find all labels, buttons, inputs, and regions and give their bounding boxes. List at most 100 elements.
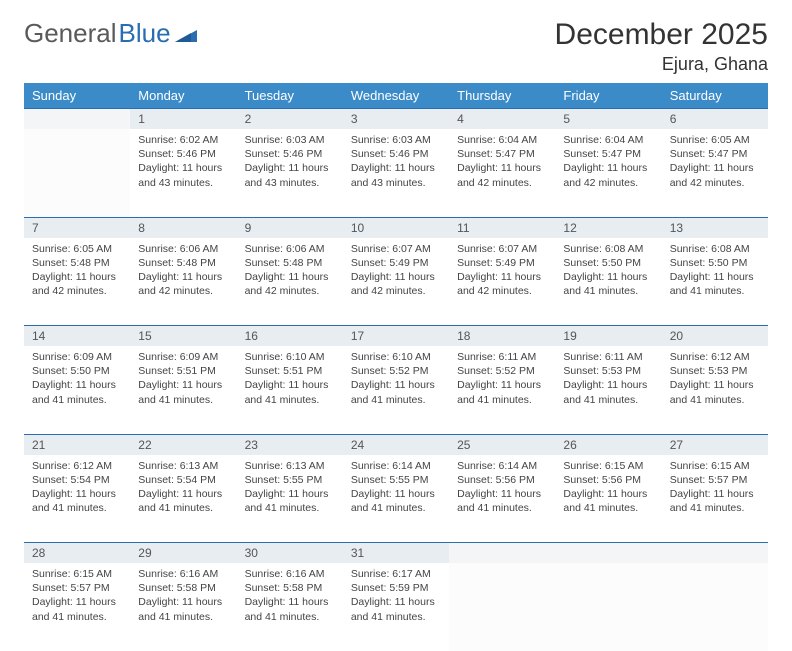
daylight-text: Daylight: 11 hours and 42 minutes. <box>457 161 547 189</box>
day-content-row: Sunrise: 6:12 AMSunset: 5:54 PMDaylight:… <box>24 455 768 543</box>
sunrise-text: Sunrise: 6:04 AM <box>457 133 547 147</box>
day-number-cell: 8 <box>130 217 236 238</box>
weekday-header: Sunday <box>24 83 130 109</box>
daylight-text: Daylight: 11 hours and 42 minutes. <box>351 270 441 298</box>
day-number-cell <box>662 543 768 564</box>
sunset-text: Sunset: 5:52 PM <box>351 364 441 378</box>
sunset-text: Sunset: 5:50 PM <box>670 256 760 270</box>
daylight-text: Daylight: 11 hours and 41 minutes. <box>670 487 760 515</box>
day-number-cell: 4 <box>449 109 555 130</box>
sunset-text: Sunset: 5:46 PM <box>138 147 228 161</box>
day-content-cell: Sunrise: 6:05 AMSunset: 5:48 PMDaylight:… <box>24 238 130 326</box>
day-number-cell: 26 <box>555 434 661 455</box>
sunrise-text: Sunrise: 6:10 AM <box>245 350 335 364</box>
sunset-text: Sunset: 5:57 PM <box>32 581 122 595</box>
sunrise-text: Sunrise: 6:15 AM <box>563 459 653 473</box>
sunset-text: Sunset: 5:59 PM <box>351 581 441 595</box>
day-number-cell: 2 <box>237 109 343 130</box>
day-content-cell: Sunrise: 6:14 AMSunset: 5:55 PMDaylight:… <box>343 455 449 543</box>
daylight-text: Daylight: 11 hours and 42 minutes. <box>138 270 228 298</box>
day-number-cell <box>449 543 555 564</box>
sunset-text: Sunset: 5:54 PM <box>32 473 122 487</box>
daylight-text: Daylight: 11 hours and 43 minutes. <box>245 161 335 189</box>
day-content-cell: Sunrise: 6:15 AMSunset: 5:57 PMDaylight:… <box>662 455 768 543</box>
day-content-cell: Sunrise: 6:14 AMSunset: 5:56 PMDaylight:… <box>449 455 555 543</box>
daylight-text: Daylight: 11 hours and 41 minutes. <box>32 595 122 623</box>
daylight-text: Daylight: 11 hours and 41 minutes. <box>32 378 122 406</box>
month-title: December 2025 <box>555 18 768 52</box>
day-content-cell: Sunrise: 6:10 AMSunset: 5:52 PMDaylight:… <box>343 346 449 434</box>
sunset-text: Sunset: 5:56 PM <box>563 473 653 487</box>
daylight-text: Daylight: 11 hours and 41 minutes. <box>138 487 228 515</box>
sunrise-text: Sunrise: 6:02 AM <box>138 133 228 147</box>
logo: General Blue <box>24 18 197 49</box>
day-number-cell: 11 <box>449 217 555 238</box>
day-number-cell: 3 <box>343 109 449 130</box>
day-content-cell: Sunrise: 6:15 AMSunset: 5:57 PMDaylight:… <box>24 563 130 651</box>
day-content-cell: Sunrise: 6:11 AMSunset: 5:53 PMDaylight:… <box>555 346 661 434</box>
sunset-text: Sunset: 5:48 PM <box>245 256 335 270</box>
daylight-text: Daylight: 11 hours and 41 minutes. <box>138 378 228 406</box>
daylight-text: Daylight: 11 hours and 41 minutes. <box>245 595 335 623</box>
sunrise-text: Sunrise: 6:13 AM <box>245 459 335 473</box>
sunset-text: Sunset: 5:48 PM <box>32 256 122 270</box>
day-content-row: Sunrise: 6:05 AMSunset: 5:48 PMDaylight:… <box>24 238 768 326</box>
logo-text-2: Blue <box>119 18 171 49</box>
day-content-cell: Sunrise: 6:16 AMSunset: 5:58 PMDaylight:… <box>130 563 236 651</box>
day-number-cell: 6 <box>662 109 768 130</box>
sunrise-text: Sunrise: 6:04 AM <box>563 133 653 147</box>
header: General Blue December 2025 Ejura, Ghana <box>24 18 768 75</box>
sunrise-text: Sunrise: 6:10 AM <box>351 350 441 364</box>
sunset-text: Sunset: 5:46 PM <box>351 147 441 161</box>
daylight-text: Daylight: 11 hours and 41 minutes. <box>351 378 441 406</box>
sunrise-text: Sunrise: 6:09 AM <box>32 350 122 364</box>
sunset-text: Sunset: 5:55 PM <box>245 473 335 487</box>
weekday-header: Tuesday <box>237 83 343 109</box>
day-content-row: Sunrise: 6:09 AMSunset: 5:50 PMDaylight:… <box>24 346 768 434</box>
daylight-text: Daylight: 11 hours and 43 minutes. <box>138 161 228 189</box>
sunset-text: Sunset: 5:56 PM <box>457 473 547 487</box>
day-number-cell: 30 <box>237 543 343 564</box>
day-number-cell: 28 <box>24 543 130 564</box>
sunrise-text: Sunrise: 6:06 AM <box>245 242 335 256</box>
daylight-text: Daylight: 11 hours and 41 minutes. <box>245 378 335 406</box>
day-content-cell: Sunrise: 6:15 AMSunset: 5:56 PMDaylight:… <box>555 455 661 543</box>
daylight-text: Daylight: 11 hours and 41 minutes. <box>351 595 441 623</box>
day-content-cell: Sunrise: 6:04 AMSunset: 5:47 PMDaylight:… <box>555 129 661 217</box>
sunset-text: Sunset: 5:48 PM <box>138 256 228 270</box>
sunrise-text: Sunrise: 6:07 AM <box>457 242 547 256</box>
day-content-cell: Sunrise: 6:11 AMSunset: 5:52 PMDaylight:… <box>449 346 555 434</box>
day-content-cell: Sunrise: 6:07 AMSunset: 5:49 PMDaylight:… <box>343 238 449 326</box>
day-number-cell: 27 <box>662 434 768 455</box>
logo-text-1: General <box>24 18 117 49</box>
sunrise-text: Sunrise: 6:03 AM <box>351 133 441 147</box>
day-number-row: 14151617181920 <box>24 326 768 347</box>
sunrise-text: Sunrise: 6:11 AM <box>457 350 547 364</box>
day-number-cell: 18 <box>449 326 555 347</box>
sunrise-text: Sunrise: 6:08 AM <box>563 242 653 256</box>
day-number-cell: 15 <box>130 326 236 347</box>
title-block: December 2025 Ejura, Ghana <box>555 18 768 75</box>
sunrise-text: Sunrise: 6:12 AM <box>32 459 122 473</box>
weekday-header: Thursday <box>449 83 555 109</box>
daylight-text: Daylight: 11 hours and 41 minutes. <box>245 487 335 515</box>
sunset-text: Sunset: 5:54 PM <box>138 473 228 487</box>
sunrise-text: Sunrise: 6:06 AM <box>138 242 228 256</box>
calendar-table: SundayMondayTuesdayWednesdayThursdayFrid… <box>24 83 768 651</box>
daylight-text: Daylight: 11 hours and 42 minutes. <box>245 270 335 298</box>
daylight-text: Daylight: 11 hours and 41 minutes. <box>670 378 760 406</box>
day-number-cell: 23 <box>237 434 343 455</box>
day-number-cell: 16 <box>237 326 343 347</box>
day-content-cell: Sunrise: 6:08 AMSunset: 5:50 PMDaylight:… <box>555 238 661 326</box>
sunrise-text: Sunrise: 6:03 AM <box>245 133 335 147</box>
day-number-cell: 10 <box>343 217 449 238</box>
weekday-header: Friday <box>555 83 661 109</box>
day-content-cell: Sunrise: 6:07 AMSunset: 5:49 PMDaylight:… <box>449 238 555 326</box>
day-content-cell: Sunrise: 6:13 AMSunset: 5:55 PMDaylight:… <box>237 455 343 543</box>
day-content-cell: Sunrise: 6:10 AMSunset: 5:51 PMDaylight:… <box>237 346 343 434</box>
day-content-cell: Sunrise: 6:02 AMSunset: 5:46 PMDaylight:… <box>130 129 236 217</box>
sunset-text: Sunset: 5:55 PM <box>351 473 441 487</box>
sunset-text: Sunset: 5:53 PM <box>563 364 653 378</box>
logo-flag-icon <box>175 26 197 42</box>
day-number-row: 78910111213 <box>24 217 768 238</box>
